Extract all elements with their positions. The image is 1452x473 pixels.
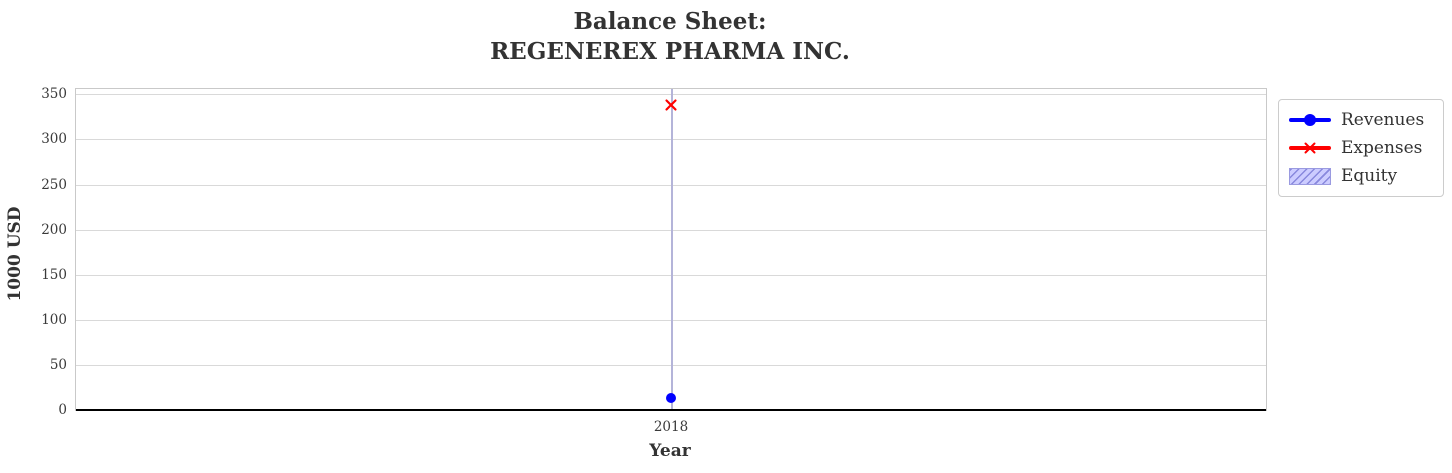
legend: Revenues Expenses Equity bbox=[1278, 99, 1444, 197]
chart-title: Balance Sheet: REGENEREX PHARMA INC. bbox=[75, 7, 1265, 67]
legend-item-revenues: Revenues bbox=[1289, 109, 1433, 131]
revenues-data-point bbox=[666, 393, 676, 404]
y-tick-label-200: 200 bbox=[41, 221, 67, 238]
y-tick-label-0: 0 bbox=[58, 402, 67, 418]
y-tick-label-300: 300 bbox=[41, 131, 67, 148]
y-tick-label-250: 250 bbox=[41, 176, 67, 193]
legend-item-equity: Equity bbox=[1289, 165, 1433, 187]
chart-title-line1: Balance Sheet: bbox=[573, 8, 767, 35]
revenues-line-marker-icon bbox=[1289, 111, 1331, 129]
plot-area: 0 50 100 150 200 250 300 350 2018 bbox=[41, 86, 1267, 435]
legend-label-equity: Equity bbox=[1341, 166, 1398, 186]
y-tick-label-350: 350 bbox=[41, 86, 67, 103]
legend-label-revenues: Revenues bbox=[1341, 110, 1425, 130]
legend-label-expenses: Expenses bbox=[1341, 138, 1423, 158]
legend-item-expenses: Expenses bbox=[1289, 137, 1433, 159]
y-axis-label: 1000 USD bbox=[5, 206, 25, 302]
expenses-line-marker-icon bbox=[1289, 139, 1331, 157]
expenses-legend-x-icon bbox=[1304, 142, 1316, 154]
chart-title-line2: REGENEREX PHARMA INC. bbox=[490, 38, 850, 65]
v-gridline-2018 bbox=[671, 89, 673, 410]
y-tick-label-150: 150 bbox=[41, 266, 67, 283]
revenues-legend-dot-icon bbox=[1304, 114, 1316, 126]
x-tick-label: 2018 bbox=[653, 419, 689, 435]
expenses-data-point bbox=[665, 99, 678, 112]
y-tick-label-100: 100 bbox=[41, 311, 67, 328]
zero-line bbox=[76, 409, 1266, 411]
x-axis-label: Year bbox=[649, 441, 691, 461]
equity-hatched-patch-icon bbox=[1289, 167, 1331, 185]
y-tick-label-50: 50 bbox=[49, 356, 67, 373]
